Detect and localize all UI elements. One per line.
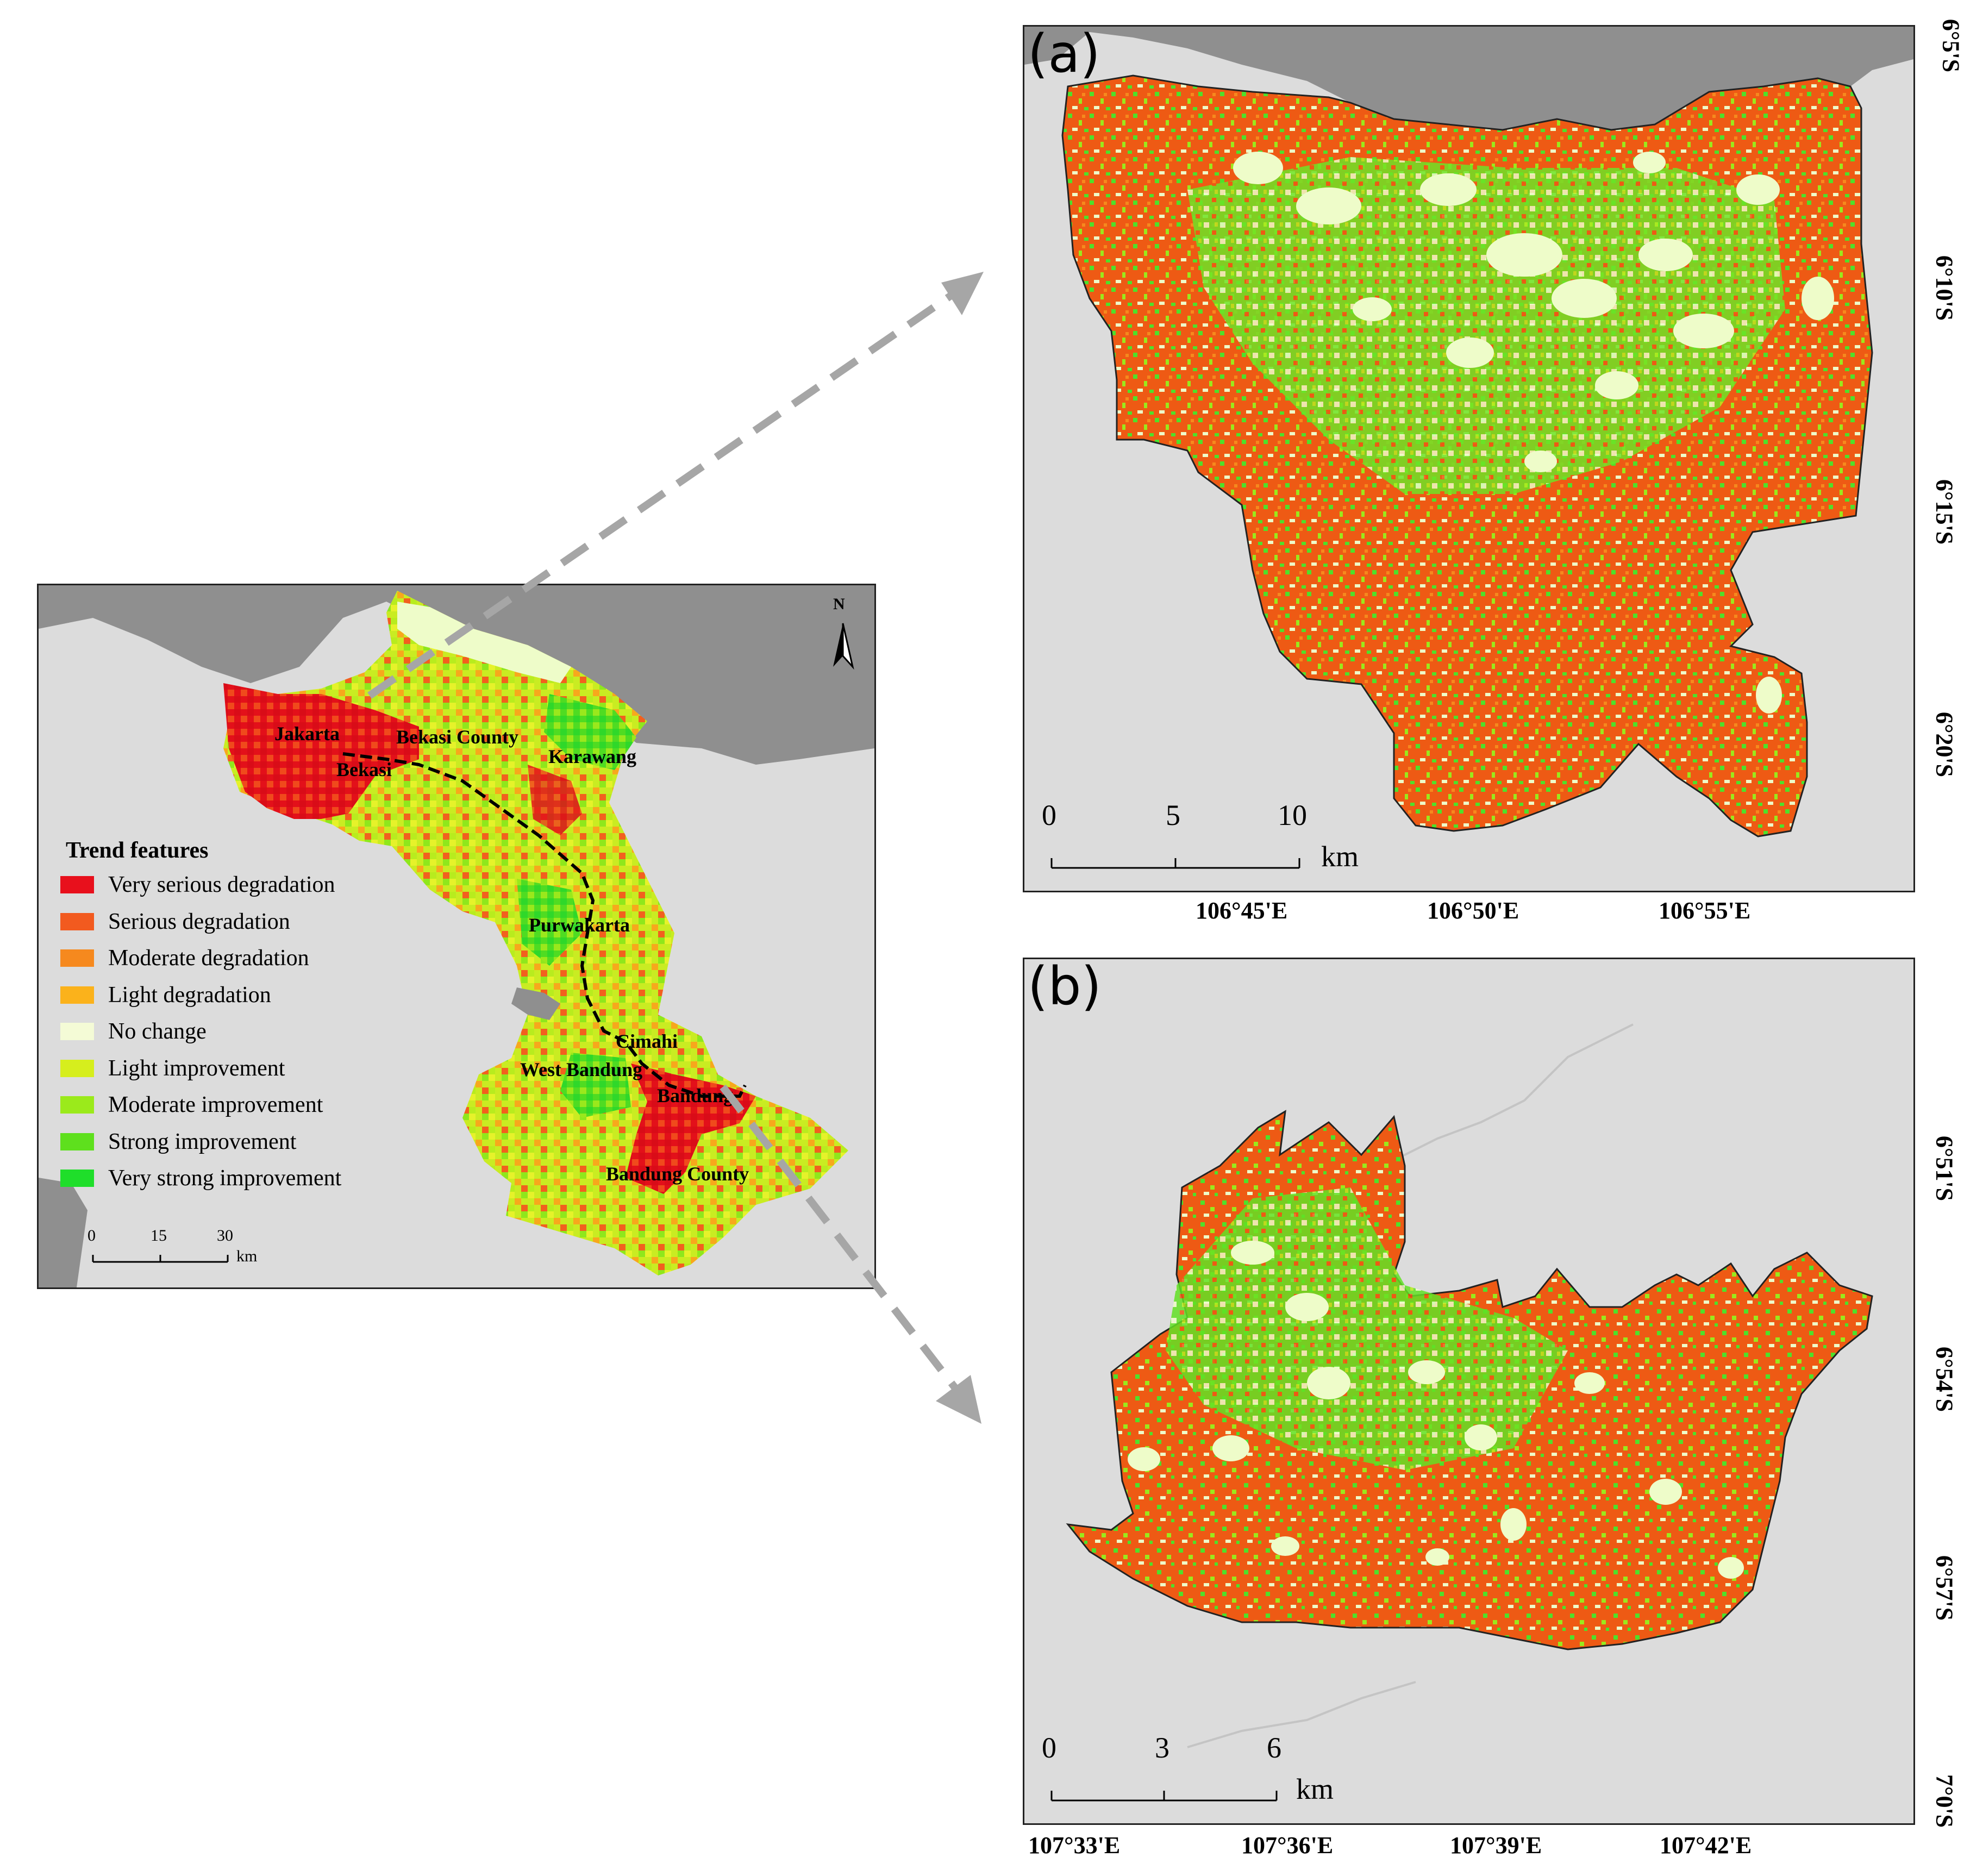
panel-a-y-tick-0: 6°5'S bbox=[1937, 18, 1964, 73]
legend-title: Trend features bbox=[66, 838, 209, 863]
panel-a-scale-tick-2: 10 bbox=[1278, 799, 1307, 831]
overview-hotspot-mid bbox=[528, 765, 582, 835]
panel-a-y-tick-2: 6°15'S bbox=[1931, 479, 1958, 545]
panel-a-x-tick-0: 106°45'E bbox=[1196, 897, 1288, 924]
place-label-cimahi: Cimahi bbox=[616, 1030, 678, 1052]
legend-swatch bbox=[60, 1133, 94, 1150]
connector-arrowhead-a bbox=[941, 272, 984, 315]
overview-scale-tick-2: 30 bbox=[217, 1227, 233, 1245]
overview-green-purwakarta bbox=[517, 879, 582, 966]
panel-b-scale-bar bbox=[1050, 1791, 1278, 1802]
panel-b-river bbox=[1393, 1023, 1634, 1161]
overview-map-canvas bbox=[39, 585, 874, 1287]
legend-swatch bbox=[60, 1023, 94, 1040]
legend-label: Light degradation bbox=[108, 982, 271, 1008]
place-label-bandung-county: Bandung County bbox=[606, 1163, 749, 1185]
overview-scale-tick-1: 15 bbox=[151, 1227, 167, 1245]
panel-a-canvas bbox=[1024, 27, 1913, 869]
panel-b-map: (b) 0 3 6 km bbox=[1023, 958, 1915, 1825]
legend-label: Moderate improvement bbox=[108, 1092, 323, 1117]
legend-label: Moderate degradation bbox=[108, 946, 309, 971]
legend-item: Light improvement bbox=[60, 1055, 285, 1082]
connector-arrow-a bbox=[367, 285, 964, 699]
overview-railway-line bbox=[342, 752, 747, 1098]
place-label-west-bandung: West Bandung bbox=[520, 1059, 643, 1080]
overview-reservoir bbox=[511, 987, 560, 1020]
panel-a-green-core bbox=[1187, 157, 1785, 494]
overview-sea bbox=[39, 585, 874, 765]
panel-b-scale-tick-0: 0 bbox=[1042, 1731, 1056, 1764]
legend-swatch bbox=[60, 1170, 94, 1187]
legend-swatch bbox=[60, 1096, 94, 1114]
legend-item: Moderate improvement bbox=[60, 1091, 323, 1118]
overview-green-karawang bbox=[544, 694, 636, 770]
panel-a-map: (a) 0 5 10 km bbox=[1023, 25, 1915, 892]
north-arrow-icon bbox=[833, 623, 854, 670]
overview-scale-bar bbox=[92, 1255, 229, 1263]
place-label-bandung: Bandung bbox=[657, 1085, 734, 1106]
panel-b-x-tick-3: 107°42'E bbox=[1660, 1832, 1752, 1859]
panel-a-scale-bar bbox=[1050, 858, 1300, 869]
panel-a-x-tick-1: 106°50'E bbox=[1427, 897, 1519, 924]
panel-b-y-tick-3: 7°0'S bbox=[1931, 1774, 1958, 1828]
overview-map: N Jakarta Bekasi County Bekasi Karawang … bbox=[37, 584, 876, 1289]
overview-scale-unit: km bbox=[236, 1247, 258, 1265]
panel-b-scale-unit: km bbox=[1296, 1773, 1334, 1805]
panel-a-scale-tick-1: 5 bbox=[1166, 799, 1180, 831]
north-label: N bbox=[833, 595, 845, 613]
panel-a-label: (a) bbox=[1028, 25, 1100, 84]
panel-a-y-tick-1: 6°10'S bbox=[1931, 255, 1958, 321]
overview-sea-sw bbox=[39, 1178, 87, 1287]
panel-b-label: (b) bbox=[1028, 958, 1102, 1017]
overview-pale-coast bbox=[397, 602, 571, 683]
legend-swatch bbox=[60, 876, 94, 893]
legend-item: Serious degradation bbox=[60, 908, 290, 935]
panel-a-scale-tick-0: 0 bbox=[1042, 799, 1056, 831]
legend-item: Moderate degradation bbox=[60, 945, 309, 972]
place-label-jakarta: Jakarta bbox=[274, 723, 340, 745]
place-label-bekasi-county: Bekasi County bbox=[396, 726, 519, 748]
legend-swatch bbox=[60, 949, 94, 967]
overview-green-westbandung bbox=[560, 1053, 631, 1118]
overview-scale-tick-0: 0 bbox=[87, 1227, 96, 1245]
panel-b-y-tick-2: 6°57'S bbox=[1931, 1555, 1958, 1621]
panel-b-river-south bbox=[1187, 1681, 1416, 1748]
panel-a-x-tick-2: 106°55'E bbox=[1659, 897, 1751, 924]
panel-b-scale-tick-2: 6 bbox=[1267, 1731, 1281, 1764]
panel-a-scale-unit: km bbox=[1321, 840, 1359, 873]
legend-label: Very serious degradation bbox=[108, 872, 335, 897]
legend-swatch bbox=[60, 986, 94, 1004]
legend-item: No change bbox=[60, 1018, 207, 1045]
legend-label: Very strong improvement bbox=[108, 1166, 342, 1191]
overview-hotspot-jakarta bbox=[223, 683, 419, 819]
panel-b-x-tick-2: 107°39'E bbox=[1450, 1832, 1542, 1859]
connector-arrowhead-b bbox=[936, 1375, 981, 1424]
legend-item: Very serious degradation bbox=[60, 871, 335, 898]
panel-b-x-tick-0: 107°33'E bbox=[1028, 1832, 1121, 1859]
legend-label: Serious degradation bbox=[108, 909, 290, 934]
panel-b-y-tick-0: 6°51'S bbox=[1931, 1135, 1958, 1202]
legend-swatch bbox=[60, 912, 94, 930]
panel-b-y-tick-1: 6°54'S bbox=[1931, 1346, 1958, 1412]
legend-item: Light degradation bbox=[60, 981, 271, 1009]
place-label-purwakarta: Purwakarta bbox=[529, 914, 630, 936]
place-label-karawang: Karawang bbox=[548, 746, 636, 767]
panel-b-canvas bbox=[1050, 1023, 1873, 1802]
panel-a-no-change-patches bbox=[1233, 152, 1834, 714]
legend-swatch bbox=[60, 1059, 94, 1077]
legend-item: Very strong improvement bbox=[60, 1165, 341, 1192]
panel-a-y-tick-3: 6°20'S bbox=[1931, 711, 1958, 778]
panel-a-sea bbox=[1024, 27, 1913, 130]
legend-label: No change bbox=[108, 1019, 207, 1044]
panel-b-no-change-patches bbox=[1128, 1241, 1744, 1579]
panel-b-x-tick-1: 107°36'E bbox=[1241, 1832, 1334, 1859]
legend-label: Strong improvement bbox=[108, 1129, 297, 1154]
place-label-bekasi: Bekasi bbox=[336, 759, 392, 780]
legend-label: Light improvement bbox=[108, 1055, 285, 1081]
legend-item: Strong improvement bbox=[60, 1128, 296, 1155]
panel-b-scale-tick-1: 3 bbox=[1155, 1731, 1169, 1764]
connector-arrow-b bbox=[720, 1084, 965, 1399]
